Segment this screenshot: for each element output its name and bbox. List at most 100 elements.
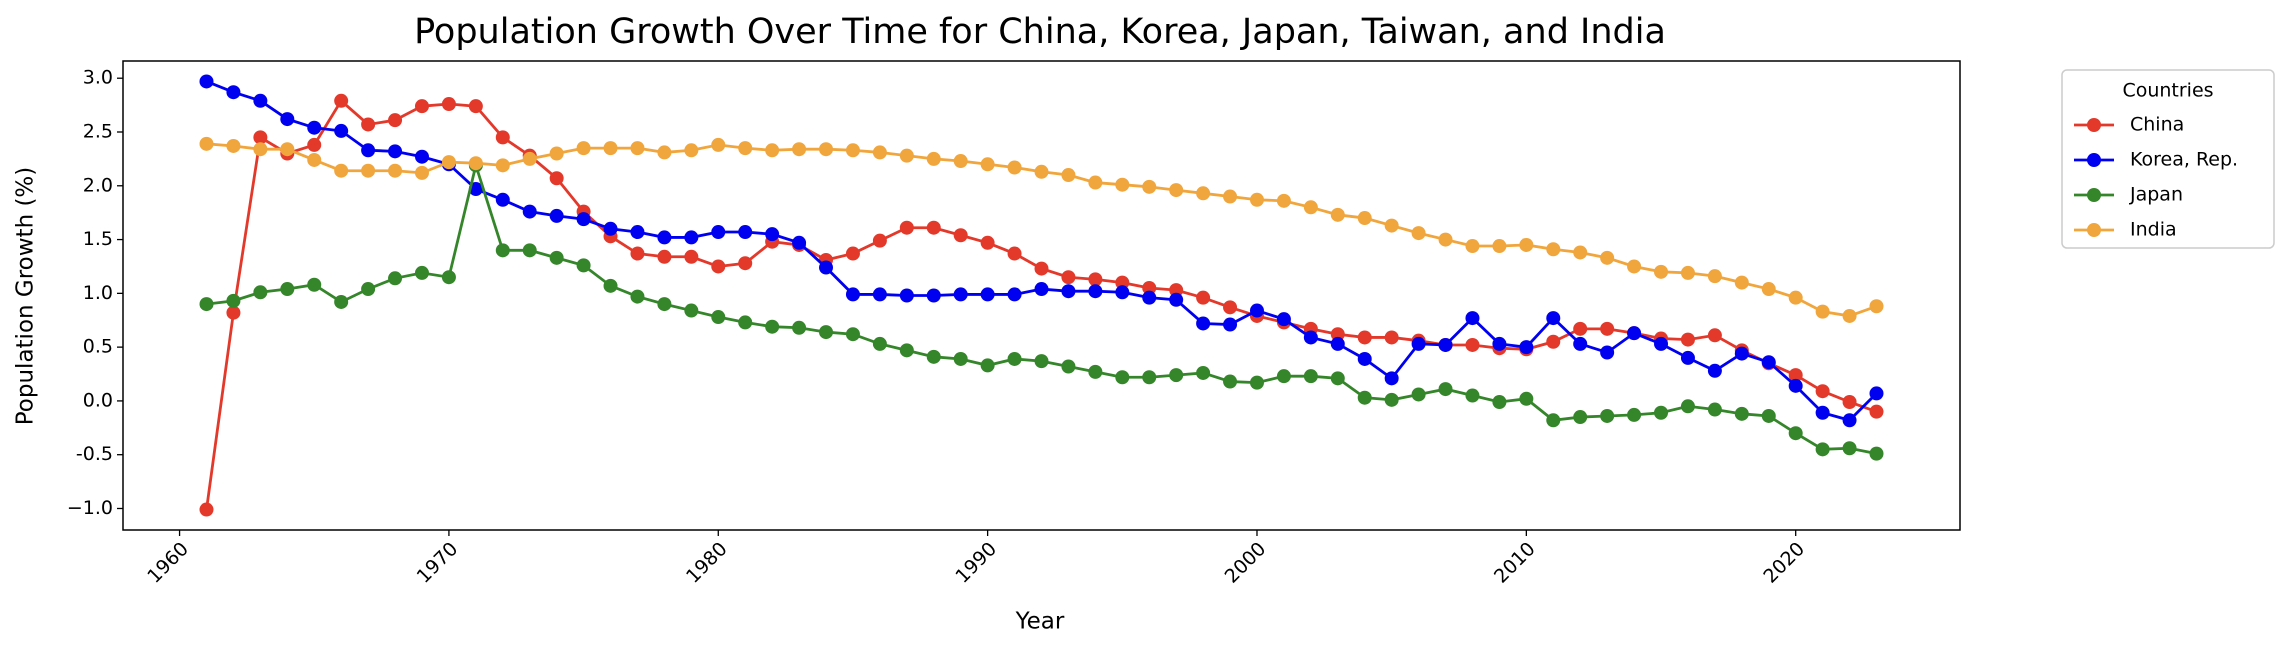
- point: [549, 208, 564, 223]
- point: [1654, 405, 1669, 420]
- point: [1357, 330, 1372, 345]
- point: [1519, 237, 1534, 252]
- point: [549, 250, 564, 265]
- point: [1734, 406, 1749, 421]
- point: [1680, 350, 1695, 365]
- point: [899, 288, 914, 303]
- point: [226, 305, 241, 320]
- point: [576, 258, 591, 273]
- point: [1627, 407, 1642, 422]
- point: [1223, 374, 1238, 389]
- x-tick-label: 2010: [1490, 538, 1540, 588]
- point: [1788, 426, 1803, 441]
- point: [630, 225, 645, 240]
- point: [980, 235, 995, 250]
- point: [576, 212, 591, 227]
- point: [1088, 284, 1103, 299]
- point: [1088, 272, 1103, 287]
- point: [819, 260, 834, 275]
- point: [1869, 299, 1884, 314]
- point: [738, 256, 753, 271]
- point: [1573, 245, 1588, 260]
- point: [1815, 442, 1830, 457]
- point: [684, 230, 699, 245]
- point: [522, 151, 537, 166]
- point: [872, 287, 887, 302]
- point: [1034, 164, 1049, 179]
- point: [926, 288, 941, 303]
- point: [1546, 311, 1561, 326]
- point: [1384, 218, 1399, 233]
- point: [1546, 334, 1561, 349]
- x-tick-label: 1990: [951, 538, 1001, 588]
- point: [1788, 378, 1803, 393]
- legend-label: India: [2130, 219, 2177, 241]
- point: [1842, 441, 1857, 456]
- point: [926, 220, 941, 235]
- point: [280, 142, 295, 157]
- y-tick-label: 2.5: [83, 120, 113, 142]
- point: [953, 154, 968, 169]
- point: [226, 293, 241, 308]
- point: [1600, 321, 1615, 336]
- point: [845, 287, 860, 302]
- point: [1276, 369, 1291, 384]
- legend-label: Korea, Rep.: [2130, 149, 2238, 171]
- point: [1600, 345, 1615, 360]
- point: [899, 220, 914, 235]
- point: [1761, 282, 1776, 297]
- point: [1115, 285, 1130, 300]
- series-line: [206, 160, 1877, 455]
- legend-label: China: [2130, 114, 2184, 136]
- point: [1034, 261, 1049, 276]
- point: [334, 294, 349, 309]
- legend-marker: [2087, 188, 2101, 202]
- point: [226, 138, 241, 153]
- point: [1223, 189, 1238, 204]
- point: [361, 143, 376, 158]
- point: [441, 155, 456, 170]
- plot-frame: [122, 60, 1961, 531]
- point: [522, 243, 537, 258]
- point: [280, 282, 295, 297]
- point: [1115, 370, 1130, 385]
- point: [253, 93, 268, 108]
- y-tick-label: 3.0: [83, 67, 113, 89]
- point: [361, 163, 376, 178]
- point: [1142, 370, 1157, 385]
- point: [1600, 408, 1615, 423]
- point: [1115, 177, 1130, 192]
- point: [1627, 259, 1642, 274]
- point: [711, 137, 726, 152]
- point: [953, 351, 968, 366]
- point: [1573, 336, 1588, 351]
- point: [899, 148, 914, 163]
- point: [495, 130, 510, 145]
- point: [819, 325, 834, 340]
- point: [819, 142, 834, 157]
- point: [1842, 308, 1857, 323]
- point: [845, 143, 860, 158]
- point: [1815, 304, 1830, 319]
- point: [1142, 179, 1157, 194]
- point: [1492, 336, 1507, 351]
- point: [334, 93, 349, 108]
- point: [1357, 211, 1372, 226]
- point: [1869, 404, 1884, 419]
- point: [1680, 332, 1695, 347]
- point: [1869, 386, 1884, 401]
- point: [1061, 359, 1076, 374]
- point: [1573, 321, 1588, 336]
- point: [199, 502, 214, 517]
- point: [792, 235, 807, 250]
- point: [226, 85, 241, 100]
- point: [1276, 193, 1291, 208]
- y-tick-label: -0.5: [76, 443, 113, 465]
- point: [980, 358, 995, 373]
- point: [1169, 368, 1184, 383]
- point: [1842, 413, 1857, 428]
- point: [980, 287, 995, 302]
- point: [1303, 200, 1318, 215]
